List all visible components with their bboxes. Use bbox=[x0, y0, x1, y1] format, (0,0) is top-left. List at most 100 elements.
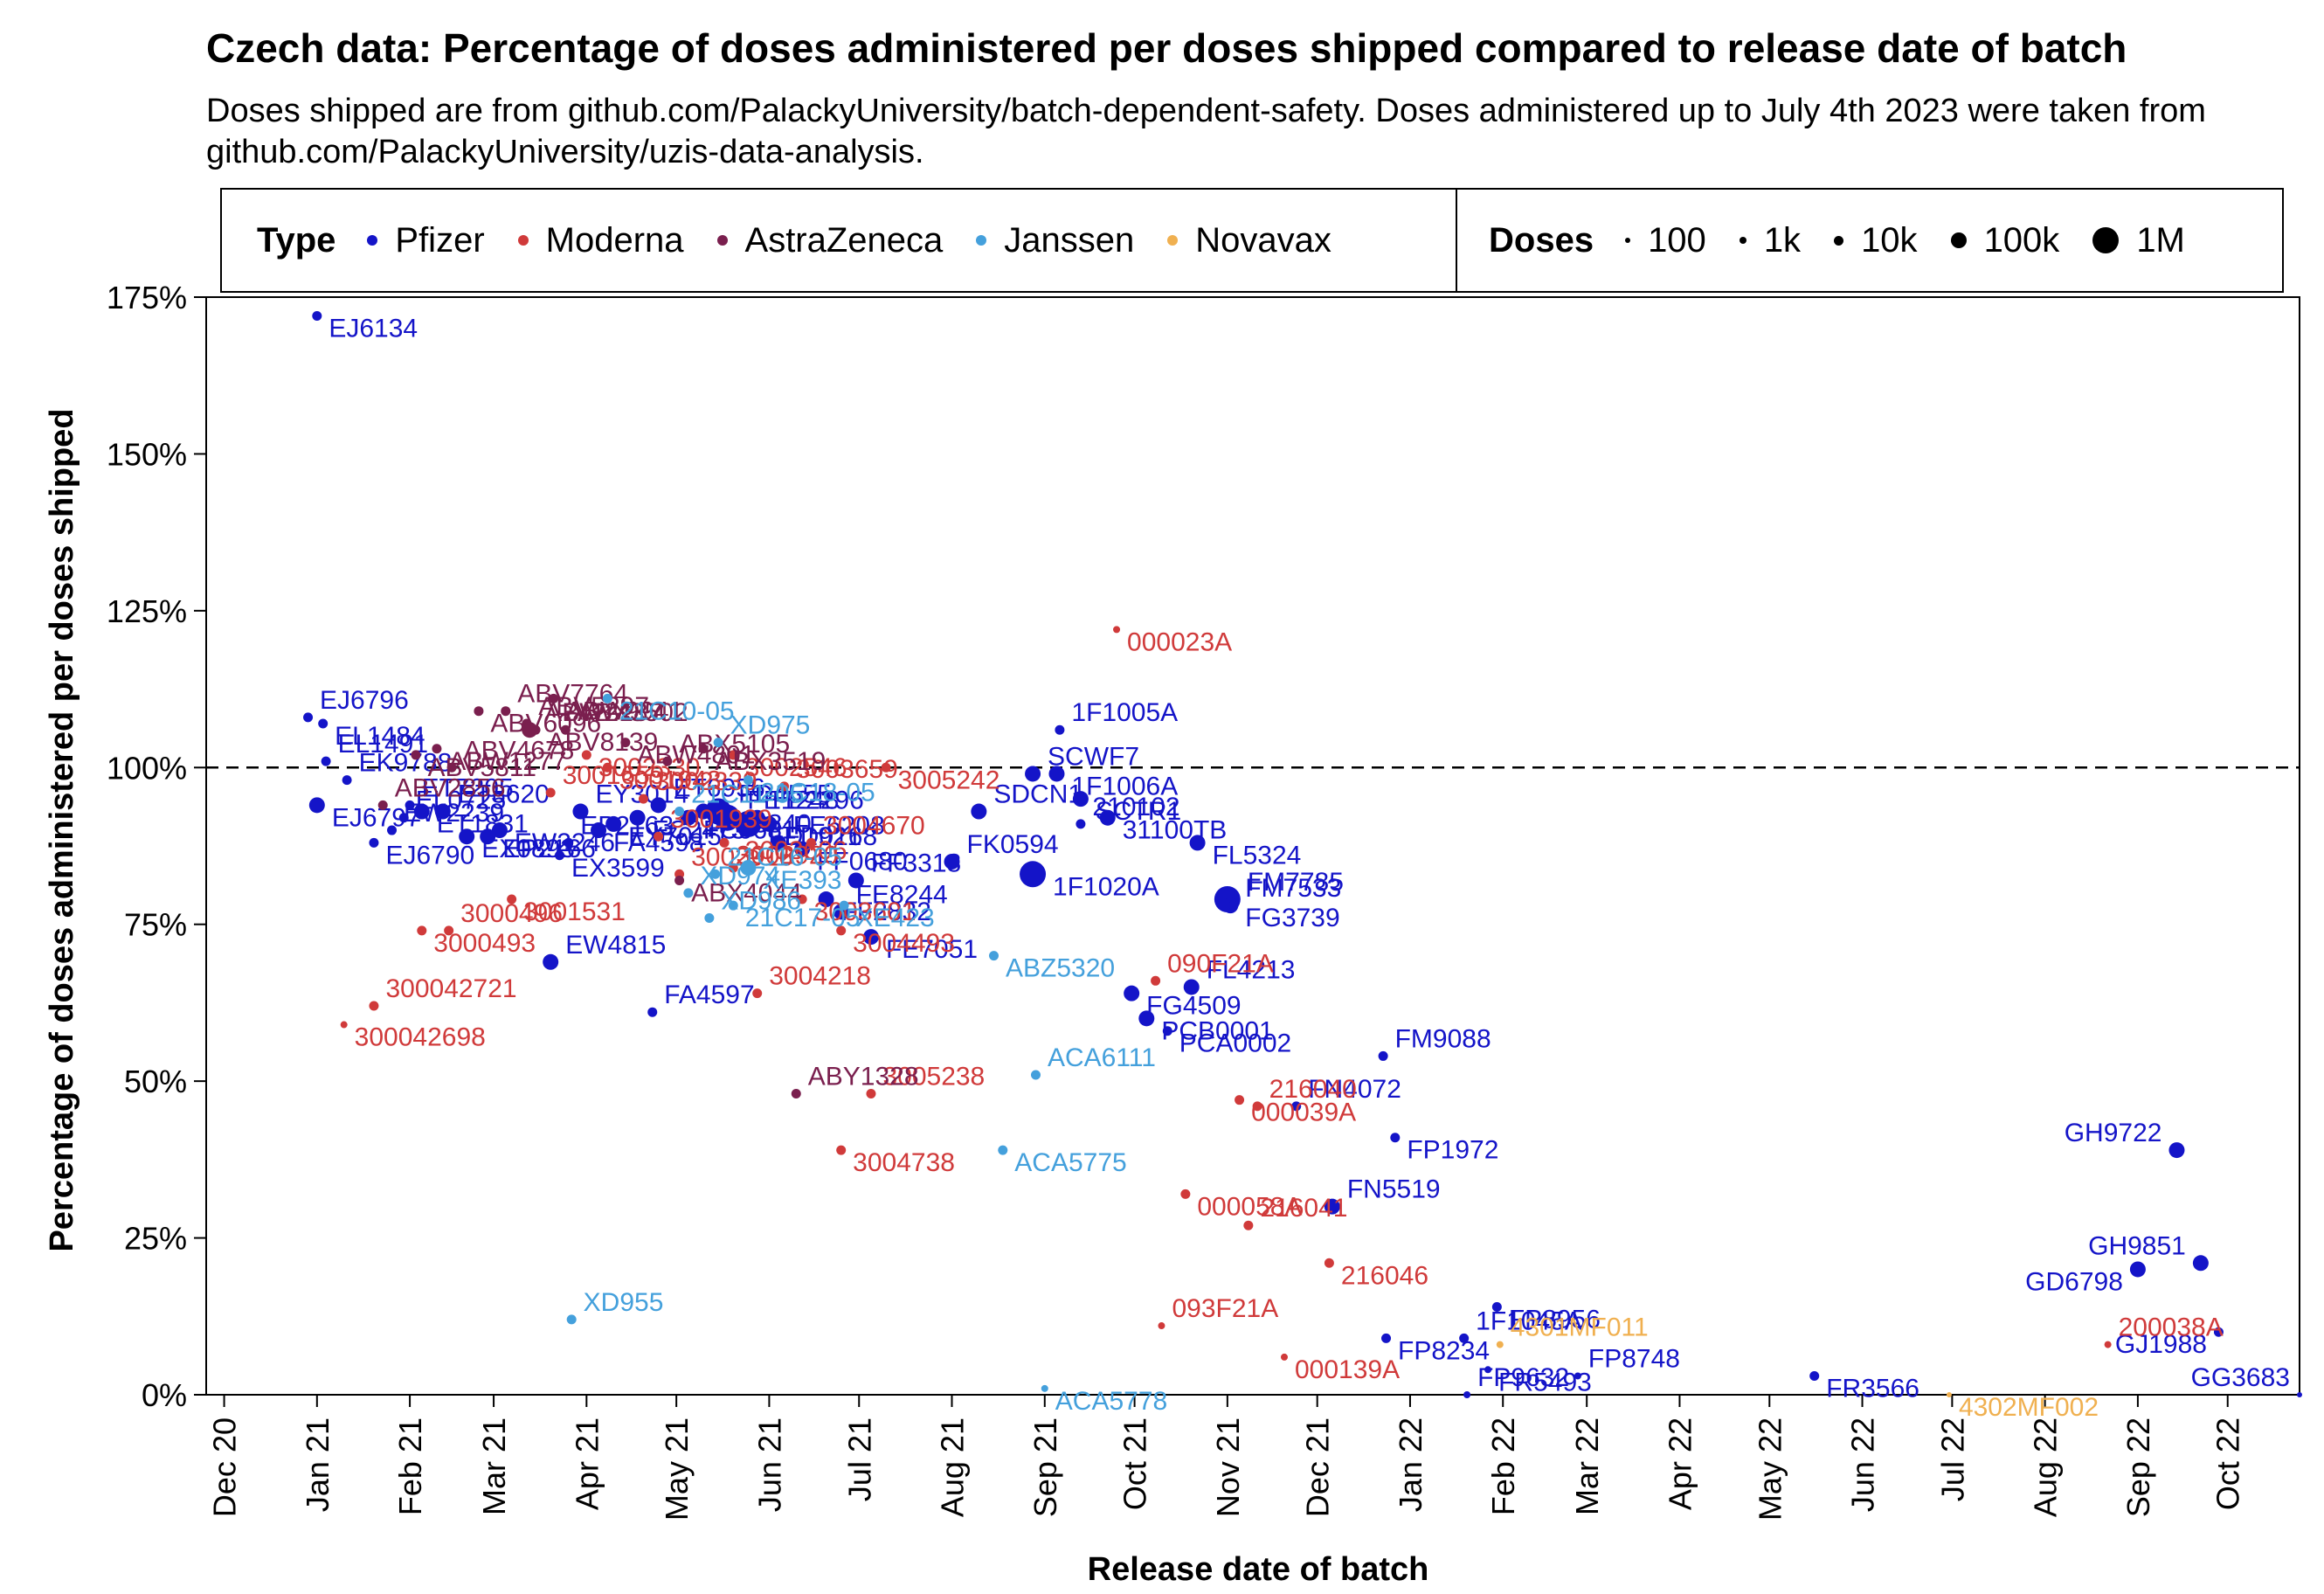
point-label: ABW2187 bbox=[544, 698, 662, 727]
point-label: 3004738 bbox=[853, 1148, 955, 1177]
point-label: XE393 bbox=[763, 866, 841, 895]
data-point bbox=[1946, 1392, 1952, 1397]
point-label: GG3683 bbox=[2191, 1363, 2290, 1392]
x-tick-label: Sep 22 bbox=[2120, 1417, 2156, 1517]
y-tick-label: 125% bbox=[107, 593, 187, 629]
point-label: EL0725 bbox=[416, 787, 506, 815]
point-label: 4301MF011 bbox=[1511, 1313, 1649, 1342]
legend-type-label: Janssen bbox=[1004, 220, 1135, 260]
point-label: FN4072 bbox=[1308, 1075, 1401, 1104]
data-point bbox=[308, 797, 325, 814]
point-label: FL4213 bbox=[1207, 955, 1296, 984]
point-label: FM7533 bbox=[1245, 874, 1341, 903]
data-point bbox=[1076, 819, 1086, 829]
data-point bbox=[1055, 724, 1065, 735]
data-point bbox=[1324, 1258, 1334, 1268]
point-label: PCA0002 bbox=[1179, 1029, 1291, 1058]
plot-border bbox=[205, 296, 2300, 1396]
data-point bbox=[1381, 1333, 1392, 1343]
data-point bbox=[1291, 1101, 1302, 1112]
x-tick-label: Aug 22 bbox=[2028, 1417, 2064, 1517]
point-label: EJ6796 bbox=[320, 686, 409, 715]
y-tick-label: 0% bbox=[142, 1377, 187, 1413]
data-point bbox=[507, 894, 517, 904]
point-label: PCB0001 bbox=[1161, 1016, 1273, 1045]
data-point bbox=[549, 693, 559, 703]
data-point bbox=[654, 831, 664, 842]
data-point bbox=[1099, 809, 1116, 826]
x-tick-label: Jul 22 bbox=[1934, 1417, 1970, 1501]
point-label: XE423 bbox=[856, 904, 935, 932]
point-label: 300042698 bbox=[355, 1023, 486, 1052]
data-point bbox=[1280, 1353, 1288, 1361]
data-point bbox=[501, 706, 511, 717]
point-label: 1F1020A bbox=[1053, 872, 1159, 901]
data-point bbox=[1463, 1391, 1471, 1398]
point-label: ET3620 bbox=[458, 780, 550, 809]
y-tick-label: 175% bbox=[107, 280, 187, 315]
data-point bbox=[698, 744, 709, 754]
point-label: GJ1988 bbox=[2115, 1330, 2207, 1359]
data-point bbox=[1158, 1322, 1165, 1330]
point-label: SCWF7 bbox=[1048, 742, 1139, 771]
point-label: FG4509 bbox=[1146, 992, 1241, 1021]
point-label: ABY1328 bbox=[808, 1062, 919, 1091]
point-label: ACA5778 bbox=[1055, 1387, 1167, 1416]
x-tick-label: Apr 22 bbox=[1662, 1417, 1698, 1510]
point-label: 3004218 bbox=[769, 962, 871, 991]
legend-divider bbox=[1456, 190, 1457, 291]
y-tick-label: 25% bbox=[124, 1221, 187, 1257]
data-point bbox=[1183, 979, 1200, 995]
data-point bbox=[1162, 1026, 1172, 1036]
legend-dot-icon bbox=[367, 235, 378, 246]
data-point bbox=[417, 925, 427, 936]
point-label: FR5493 bbox=[1498, 1368, 1592, 1396]
legend-size-title: Doses bbox=[1489, 220, 1594, 260]
point-label: ABX4044 bbox=[691, 878, 802, 907]
legend-type-item: Novavax bbox=[1167, 221, 1331, 260]
point-label: 3003659 bbox=[796, 755, 898, 784]
point-label: EJ6790 bbox=[385, 841, 474, 870]
point-label: ACA6111 bbox=[1048, 1043, 1156, 1072]
data-point bbox=[405, 800, 415, 810]
data-point bbox=[1243, 1220, 1254, 1230]
data-point bbox=[674, 807, 685, 817]
data-point bbox=[779, 781, 790, 792]
point-label: 000058A bbox=[1197, 1192, 1302, 1221]
point-label: 21C16-05 bbox=[727, 842, 842, 871]
point-label: FP8956 bbox=[1509, 1306, 1601, 1334]
point-label: 3005242 bbox=[898, 766, 1000, 794]
data-point bbox=[480, 828, 496, 845]
legend-type-item: AstraZeneca bbox=[716, 221, 943, 260]
point-label: SDCN1 bbox=[993, 780, 1082, 809]
x-tick-label: Feb 21 bbox=[392, 1417, 428, 1515]
y-tick-label: 100% bbox=[107, 750, 187, 786]
legend-size-section: Doses 100 1k 10k 100k 1M bbox=[1489, 190, 2218, 291]
point-label: FL5324 bbox=[1213, 841, 1302, 870]
data-point bbox=[1030, 1070, 1041, 1080]
legend-size-dot-icon bbox=[1739, 237, 1746, 244]
point-label: FF0680 bbox=[817, 848, 907, 877]
data-point bbox=[560, 724, 571, 735]
x-tick-label: Jan 21 bbox=[300, 1417, 335, 1512]
y-tick-label: 75% bbox=[124, 907, 187, 943]
point-label: 3003601 bbox=[814, 897, 916, 926]
data-point bbox=[1113, 626, 1121, 634]
x-tick-label: Jun 22 bbox=[1845, 1417, 1881, 1512]
legend-dot-icon bbox=[517, 235, 529, 246]
point-label: ET7205 bbox=[422, 773, 514, 802]
data-point bbox=[944, 853, 960, 870]
point-label: ABX3519 bbox=[716, 747, 827, 776]
point-label: FK0594 bbox=[967, 830, 1059, 859]
data-point bbox=[1228, 900, 1239, 911]
data-point bbox=[1324, 1198, 1340, 1215]
data-point bbox=[719, 837, 730, 848]
point-label: FE8244 bbox=[856, 880, 948, 909]
legend-dot-icon bbox=[1167, 235, 1179, 246]
data-point bbox=[321, 756, 331, 766]
x-tick-label: May 21 bbox=[659, 1417, 695, 1521]
data-point bbox=[474, 706, 484, 717]
data-point bbox=[377, 800, 388, 810]
point-label: FM9088 bbox=[1395, 1024, 1491, 1053]
point-label: GH9851 bbox=[2088, 1231, 2186, 1260]
